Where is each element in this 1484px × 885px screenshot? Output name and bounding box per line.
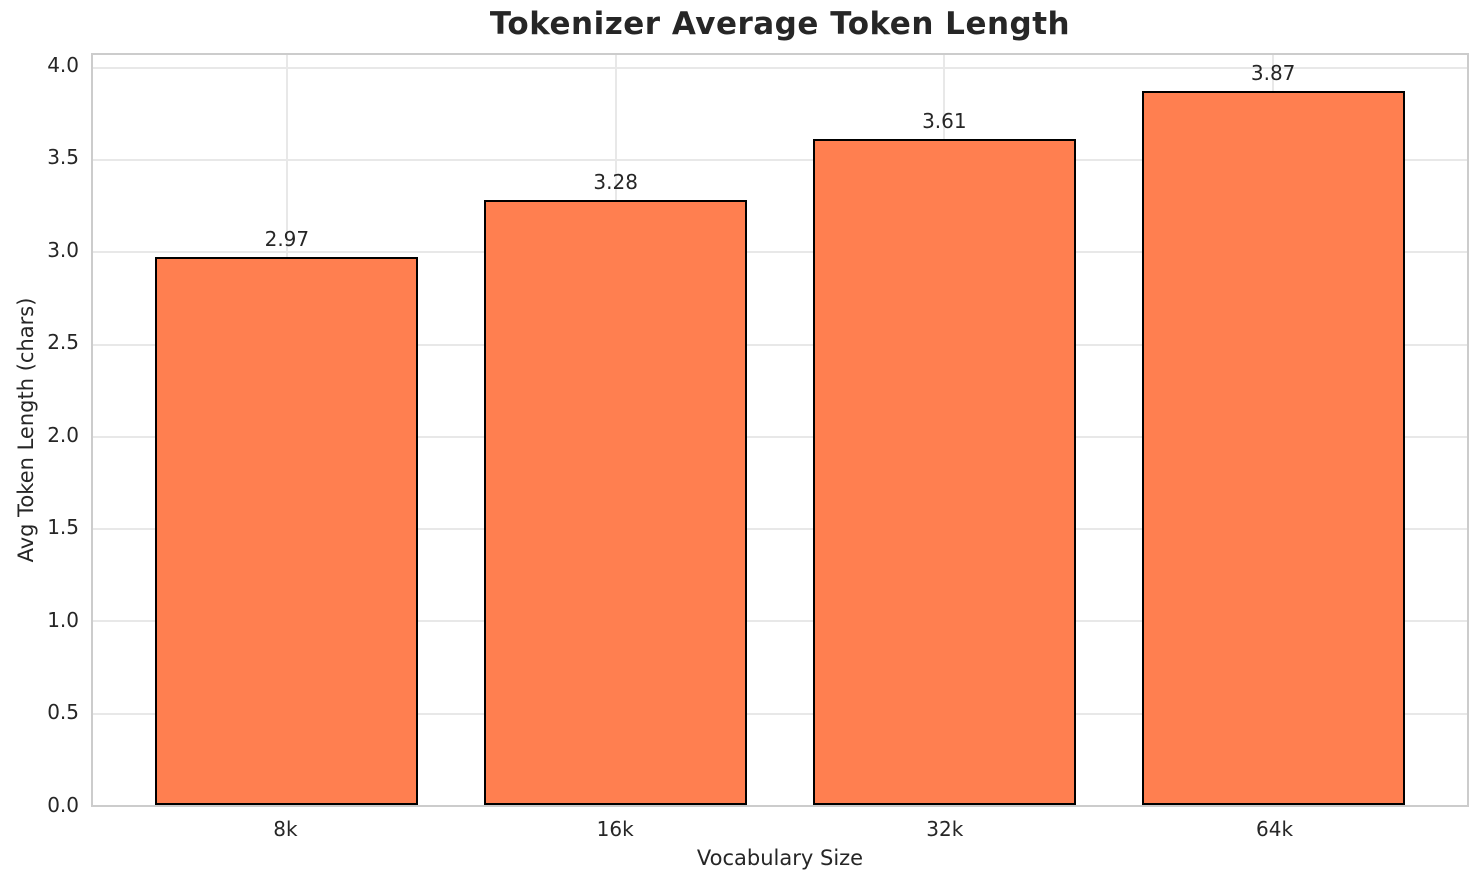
gridline-h <box>93 528 1467 531</box>
gridline-h <box>93 66 1467 69</box>
y-tick-label: 2.0 <box>47 422 79 447</box>
gridline-h <box>93 435 1467 438</box>
gridline-h <box>93 343 1467 346</box>
gridline-h <box>93 251 1467 254</box>
y-tick-label: 3.5 <box>47 145 79 170</box>
y-tick-label: 0.0 <box>47 793 79 817</box>
y-tick-label: 1.5 <box>47 515 79 540</box>
bar <box>484 199 748 805</box>
bar-value-label: 3.28 <box>593 169 638 194</box>
gridline-h <box>93 712 1467 715</box>
y-tick-label: 3.0 <box>47 237 79 262</box>
y-tick-label: 4.0 <box>47 52 79 77</box>
bar-value-label: 2.97 <box>264 226 310 251</box>
bar <box>1141 90 1405 805</box>
gridline-h <box>93 159 1467 161</box>
y-tick-label: 2.5 <box>47 330 79 355</box>
y-tick-label: 1.0 <box>47 607 79 632</box>
x-tick-label: 32k <box>926 817 964 841</box>
bar <box>155 256 419 805</box>
chart-title: Tokenizer Average Token Length <box>489 6 1071 42</box>
plot-area: 2.97 3.28 3.61 3.87 <box>91 53 1469 807</box>
x-tick-label: 16k <box>596 817 634 841</box>
x-tick-label: 8k <box>273 817 298 841</box>
bar <box>812 138 1076 805</box>
bar-value-label: 3.61 <box>922 108 967 133</box>
x-tick-label: 64k <box>1256 817 1294 841</box>
gridline-h <box>93 620 1467 623</box>
x-axis-label: Vocabulary Size <box>696 846 864 870</box>
y-tick-label: 0.5 <box>47 700 79 725</box>
bar-value-label: 3.87 <box>1250 60 1296 85</box>
